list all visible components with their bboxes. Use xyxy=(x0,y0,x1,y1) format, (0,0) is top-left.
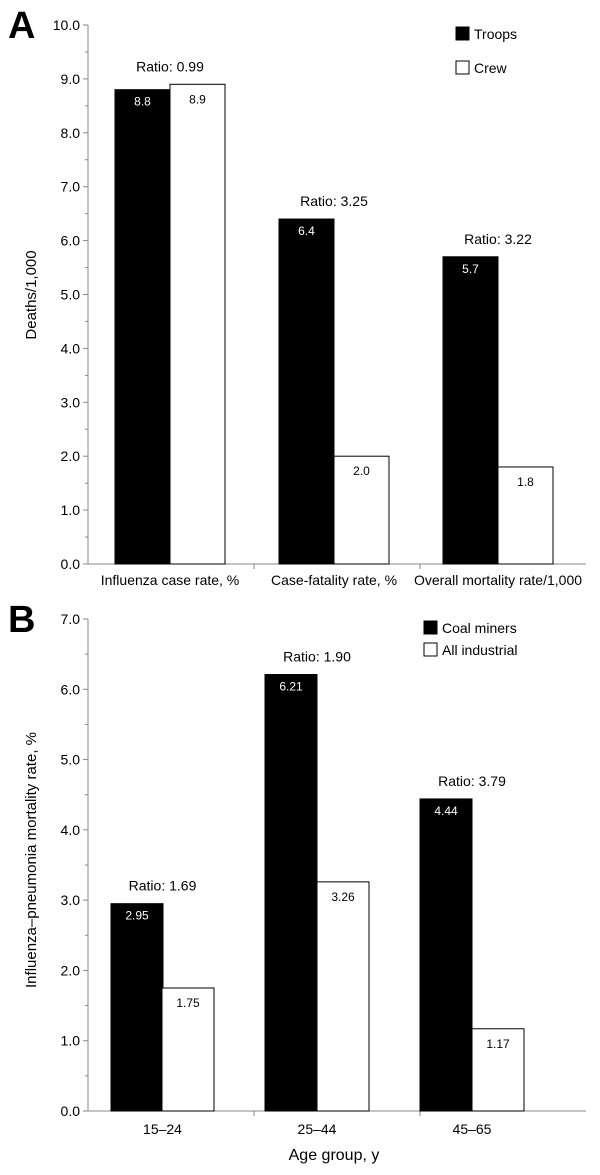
data-label-b: 1.17 xyxy=(486,1037,510,1051)
data-label-a: 8.9 xyxy=(189,92,206,106)
bar-a-white xyxy=(169,83,226,565)
y-tick-label-a: 8.0 xyxy=(61,125,81,141)
y-axis-title-a: Deaths/1,000 xyxy=(23,250,40,339)
legend-label-b: All industrial xyxy=(442,642,517,658)
bar-b-black xyxy=(110,903,164,1112)
category-label-b: 15–24 xyxy=(143,1121,182,1137)
bar-a-black xyxy=(442,256,499,565)
legend-label-b: Coal miners xyxy=(442,620,517,636)
data-label-b: 3.26 xyxy=(331,890,355,904)
ratio-annotation-b: Ratio: 3.79 xyxy=(438,773,506,789)
y-tick-label-a: 6.0 xyxy=(61,233,81,249)
bar-a-black xyxy=(278,218,335,565)
bar-a-white xyxy=(497,466,554,565)
bar-b-white xyxy=(161,987,215,1112)
panel-label-a: A xyxy=(8,5,35,47)
bar-b-white xyxy=(471,1028,525,1112)
category-label-a: Case-fatality rate, % xyxy=(271,572,397,588)
legend-swatch-b xyxy=(423,642,438,657)
y-tick-label-a: 10.0 xyxy=(53,17,80,33)
ratio-annotation-a: Ratio: 3.25 xyxy=(300,193,368,209)
data-label-b: 2.95 xyxy=(125,909,149,923)
category-label-b: 25–44 xyxy=(298,1121,337,1137)
plot-area-a: 0.0 1.0 2.0 3.0 4.0 5.0 6.0 7.0 8.0 9.0 10.0 8.8 8.9… xyxy=(53,17,586,588)
panel-b: B Influenza–pneumonia mortality rate, % … xyxy=(8,599,586,1164)
data-label-b: 1.75 xyxy=(176,996,200,1010)
data-label-a: 2.0 xyxy=(353,464,370,478)
y-tick-label-b: 6.0 xyxy=(61,681,81,697)
legend-swatch-a xyxy=(455,26,470,41)
y-tick-label-a: 2.0 xyxy=(61,448,81,464)
bar-b-white xyxy=(316,881,370,1112)
y-tick-label-b: 7.0 xyxy=(61,611,81,627)
ratio-annotation-b: Ratio: 1.90 xyxy=(283,649,351,665)
y-tick-label-a: 1.0 xyxy=(61,502,81,518)
ratio-annotation-a: Ratio: 0.99 xyxy=(136,58,204,74)
category-label-b: 45–65 xyxy=(453,1121,492,1137)
bar-b-black xyxy=(264,674,318,1112)
category-label-a: Influenza case rate, % xyxy=(101,572,240,588)
legend-label-a: Crew xyxy=(474,60,508,76)
data-label-b: 4.44 xyxy=(434,804,458,818)
x-axis-title-b: Age group, y xyxy=(289,1147,380,1164)
bar-a-white xyxy=(333,455,390,565)
y-tick-label-b: 0.0 xyxy=(61,1103,81,1119)
y-tick-label-a: 9.0 xyxy=(61,71,81,87)
data-label-a: 5.7 xyxy=(462,262,479,276)
y-tick-label-b: 3.0 xyxy=(61,892,81,908)
data-label-a: 1.8 xyxy=(517,475,534,489)
y-tick-label-b: 2.0 xyxy=(61,962,81,978)
y-tick-label-b: 5.0 xyxy=(61,752,81,768)
data-label-b: 6.21 xyxy=(279,680,303,694)
y-tick-label-a: 3.0 xyxy=(61,394,81,410)
legend-swatch-b xyxy=(423,620,438,635)
legend-label-a: Troops xyxy=(474,26,517,42)
panel-label-b: B xyxy=(8,599,35,641)
plot-area-b: 0.0 1.0 2.0 3.0 4.0 5.0 6.0 7.0 2.95 1.75 Ratio: 1… xyxy=(61,611,586,1137)
ratio-annotation-a: Ratio: 3.22 xyxy=(464,231,532,247)
y-tick-label-b: 4.0 xyxy=(61,822,81,838)
y-tick-label-a: 7.0 xyxy=(61,179,81,195)
legend-swatch-a xyxy=(455,60,470,75)
data-label-a: 6.4 xyxy=(298,224,315,238)
panel-a: A Deaths/1,000 0.0 1.0 2.0 3.0 4.0 5.0 6.0 7.0 8… xyxy=(8,5,586,588)
y-tick-label-a: 5.0 xyxy=(61,287,81,303)
bar-b-black xyxy=(419,798,473,1112)
y-tick-label-a: 0.0 xyxy=(61,556,81,572)
y-tick-label-b: 1.0 xyxy=(61,1033,81,1049)
category-label-a: Overall mortality rate/1,000 xyxy=(414,572,582,588)
ratio-annotation-b: Ratio: 1.69 xyxy=(129,878,197,894)
y-tick-label-a: 4.0 xyxy=(61,340,81,356)
data-label-a: 8.8 xyxy=(134,95,151,109)
y-axis-title-b: Influenza–pneumonia mortality rate, % xyxy=(23,732,40,988)
bar-a-black xyxy=(114,89,171,565)
